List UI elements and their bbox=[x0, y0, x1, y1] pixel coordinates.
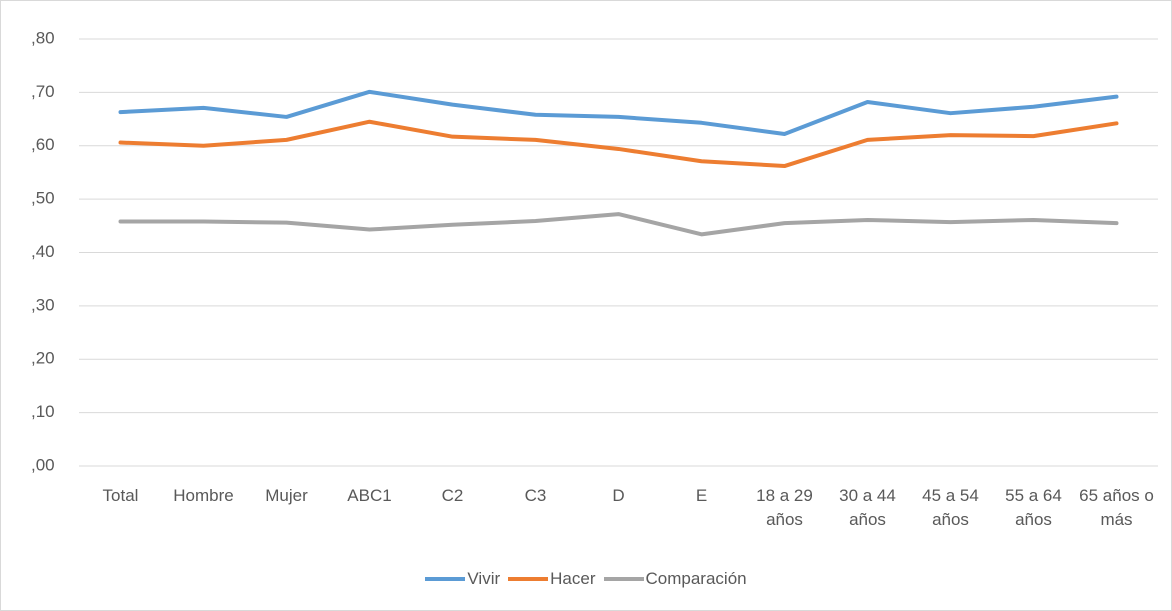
legend-swatch bbox=[603, 577, 644, 581]
legend-label: Comparación bbox=[645, 569, 747, 588]
y-tick-label: ,20 bbox=[31, 349, 55, 368]
legend-item: Comparación bbox=[603, 569, 747, 589]
line-series bbox=[118, 119, 1119, 169]
legend-item: Vivir bbox=[425, 569, 500, 589]
legend-item: Hacer bbox=[508, 569, 596, 589]
x-tick-label: Mujer bbox=[265, 486, 308, 505]
y-tick-label: ,50 bbox=[31, 189, 55, 208]
x-tick-label: Total bbox=[102, 486, 139, 505]
legend-label: Hacer bbox=[550, 569, 596, 588]
legend-label: Vivir bbox=[467, 569, 501, 588]
legend-swatch bbox=[425, 577, 466, 581]
y-tick-label: ,00 bbox=[31, 455, 55, 474]
y-tick-label: ,30 bbox=[31, 295, 55, 314]
x-tick-label: 45 a 54 años bbox=[922, 486, 979, 529]
y-tick-label: ,40 bbox=[31, 242, 55, 261]
x-tick-label: C3 bbox=[524, 486, 547, 505]
x-tick-label: 65 años o más bbox=[1079, 486, 1154, 529]
y-tick-label: ,10 bbox=[31, 402, 55, 421]
line-series bbox=[118, 212, 1119, 237]
x-tick-label: E bbox=[695, 486, 708, 505]
y-tick-label: ,70 bbox=[31, 82, 55, 101]
x-tick-label: 18 a 29 años bbox=[756, 486, 813, 529]
x-tick-label: 55 a 64 años bbox=[1005, 486, 1062, 529]
x-tick-label: 30 a 44 años bbox=[839, 486, 896, 529]
x-tick-label: ABC1 bbox=[347, 486, 392, 505]
line-series bbox=[118, 89, 1119, 137]
y-tick-label: ,80 bbox=[31, 28, 55, 47]
x-tick-label: C2 bbox=[441, 486, 464, 505]
legend-swatch bbox=[508, 577, 549, 581]
x-tick-label: D bbox=[612, 486, 625, 505]
legend: Vivir Hacer Comparación bbox=[1, 566, 1171, 589]
y-tick-label: ,60 bbox=[31, 135, 55, 154]
x-tick-label: Hombre bbox=[173, 486, 234, 505]
